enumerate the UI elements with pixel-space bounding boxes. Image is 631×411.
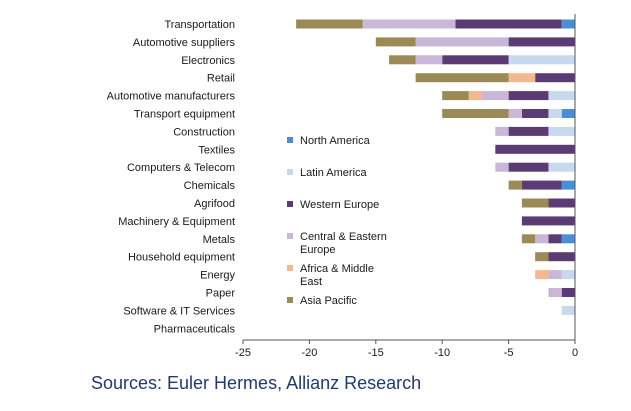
bar-segment	[561, 305, 575, 315]
category-label: Chemicals	[184, 180, 236, 192]
bar-segment	[508, 126, 549, 136]
bar-segment	[468, 91, 483, 101]
bar-segment	[561, 234, 575, 244]
category-label: Automotive suppliers	[133, 37, 236, 49]
category-label: Automotive manufacturers	[107, 91, 236, 103]
bar-segment	[548, 91, 575, 101]
bar-segment	[521, 180, 562, 190]
category-label: Paper	[206, 288, 236, 300]
bar-segment	[561, 288, 575, 297]
bar-segment	[508, 109, 522, 118]
bar-segment	[521, 109, 549, 118]
bar-segment	[495, 144, 575, 154]
legend-label: Asia Pacific	[300, 295, 357, 307]
legend-label: Central & Eastern Europe	[300, 231, 387, 256]
legend-label-line: Europe	[300, 244, 335, 256]
category-label: Energy	[200, 270, 235, 282]
category-label: Textiles	[198, 144, 235, 156]
legend-swatch	[287, 265, 293, 271]
legend-label-line: East	[300, 276, 322, 288]
bar-segment	[415, 37, 509, 47]
category-label: Household equipment	[128, 252, 235, 264]
bar-segment	[548, 109, 562, 118]
x-tick-label: -20	[301, 347, 317, 359]
bar-segment	[415, 55, 443, 65]
bar-segment	[561, 270, 575, 280]
bar-segment	[521, 198, 549, 208]
category-label: Computers & Telecom	[127, 162, 235, 174]
bar-segment	[535, 252, 549, 262]
category-label: Transportation	[164, 19, 235, 31]
category-label: Construction	[173, 126, 235, 138]
x-tick-label: 0	[572, 347, 578, 359]
bar-segment	[508, 162, 549, 172]
bar-segment	[521, 234, 536, 244]
category-label: Electronics	[181, 55, 235, 67]
bar-segment	[548, 252, 575, 262]
bar-segment	[548, 126, 575, 136]
bar-segment	[508, 55, 575, 65]
bar-segment	[389, 55, 416, 65]
bar-segment	[415, 73, 509, 83]
category-label: Retail	[207, 73, 235, 85]
bar-segment	[548, 288, 562, 297]
bar-segment	[535, 234, 549, 244]
bar-segment	[508, 91, 549, 101]
bar-segment	[535, 73, 575, 83]
x-tick-label: -10	[434, 347, 450, 359]
category-label: Machinery & Equipment	[118, 216, 235, 228]
bar-segment	[548, 162, 575, 172]
legend-swatch	[287, 297, 293, 303]
bar-segment	[561, 109, 575, 118]
bar-segment	[548, 270, 562, 280]
bar-segment	[548, 198, 575, 208]
x-tick-label: -5	[504, 347, 514, 359]
category-label: Metals	[203, 234, 236, 246]
bar-segment	[535, 270, 549, 280]
legend-swatch	[287, 169, 293, 175]
bar-segment	[455, 19, 562, 29]
legend-label: Latin America	[300, 167, 368, 179]
legend-label-line: Central & Eastern	[300, 231, 387, 243]
bar-segment	[495, 162, 509, 172]
legend: North America Latin America Western Europe…	[287, 135, 387, 307]
bar-segment	[508, 180, 522, 190]
legend-label: Western Europe	[300, 199, 379, 211]
bars-layer	[296, 19, 575, 315]
bar-segment	[375, 37, 416, 47]
bar-segment	[508, 37, 575, 47]
category-label: Software & IT Services	[123, 305, 235, 317]
bar-segment	[442, 91, 469, 101]
category-label: Transport equipment	[134, 109, 235, 121]
source-note: Sources: Euler Hermes, Allianz Research	[91, 373, 422, 393]
bar-segment	[296, 19, 363, 29]
bar-segment	[442, 109, 509, 118]
legend-label: Africa & Middle East	[300, 263, 374, 288]
legend-swatch	[287, 233, 293, 239]
bar-segment	[442, 55, 509, 65]
legend-label-line: Africa & Middle	[300, 263, 374, 275]
category-labels: Transportation Automotive suppliers Electr…	[107, 19, 236, 335]
bar-segment	[548, 234, 562, 244]
bar-segment	[362, 19, 456, 29]
legend-swatch	[287, 137, 293, 143]
bar-segment	[561, 19, 575, 29]
category-label: Pharmaceuticals	[154, 323, 236, 335]
bar-segment	[482, 91, 509, 101]
category-label: Agrifood	[194, 198, 235, 210]
legend-swatch	[287, 201, 293, 207]
bar-segment	[495, 126, 509, 136]
x-tick-label: -25	[235, 347, 251, 359]
bar-segment	[521, 216, 575, 226]
bar-segment	[508, 73, 536, 83]
x-tick-label: -15	[368, 347, 384, 359]
legend-label: North America	[300, 135, 371, 147]
bar-segment	[561, 180, 575, 190]
x-axis-ticks: -25 -20 -15 -10 -5 0	[235, 340, 578, 359]
